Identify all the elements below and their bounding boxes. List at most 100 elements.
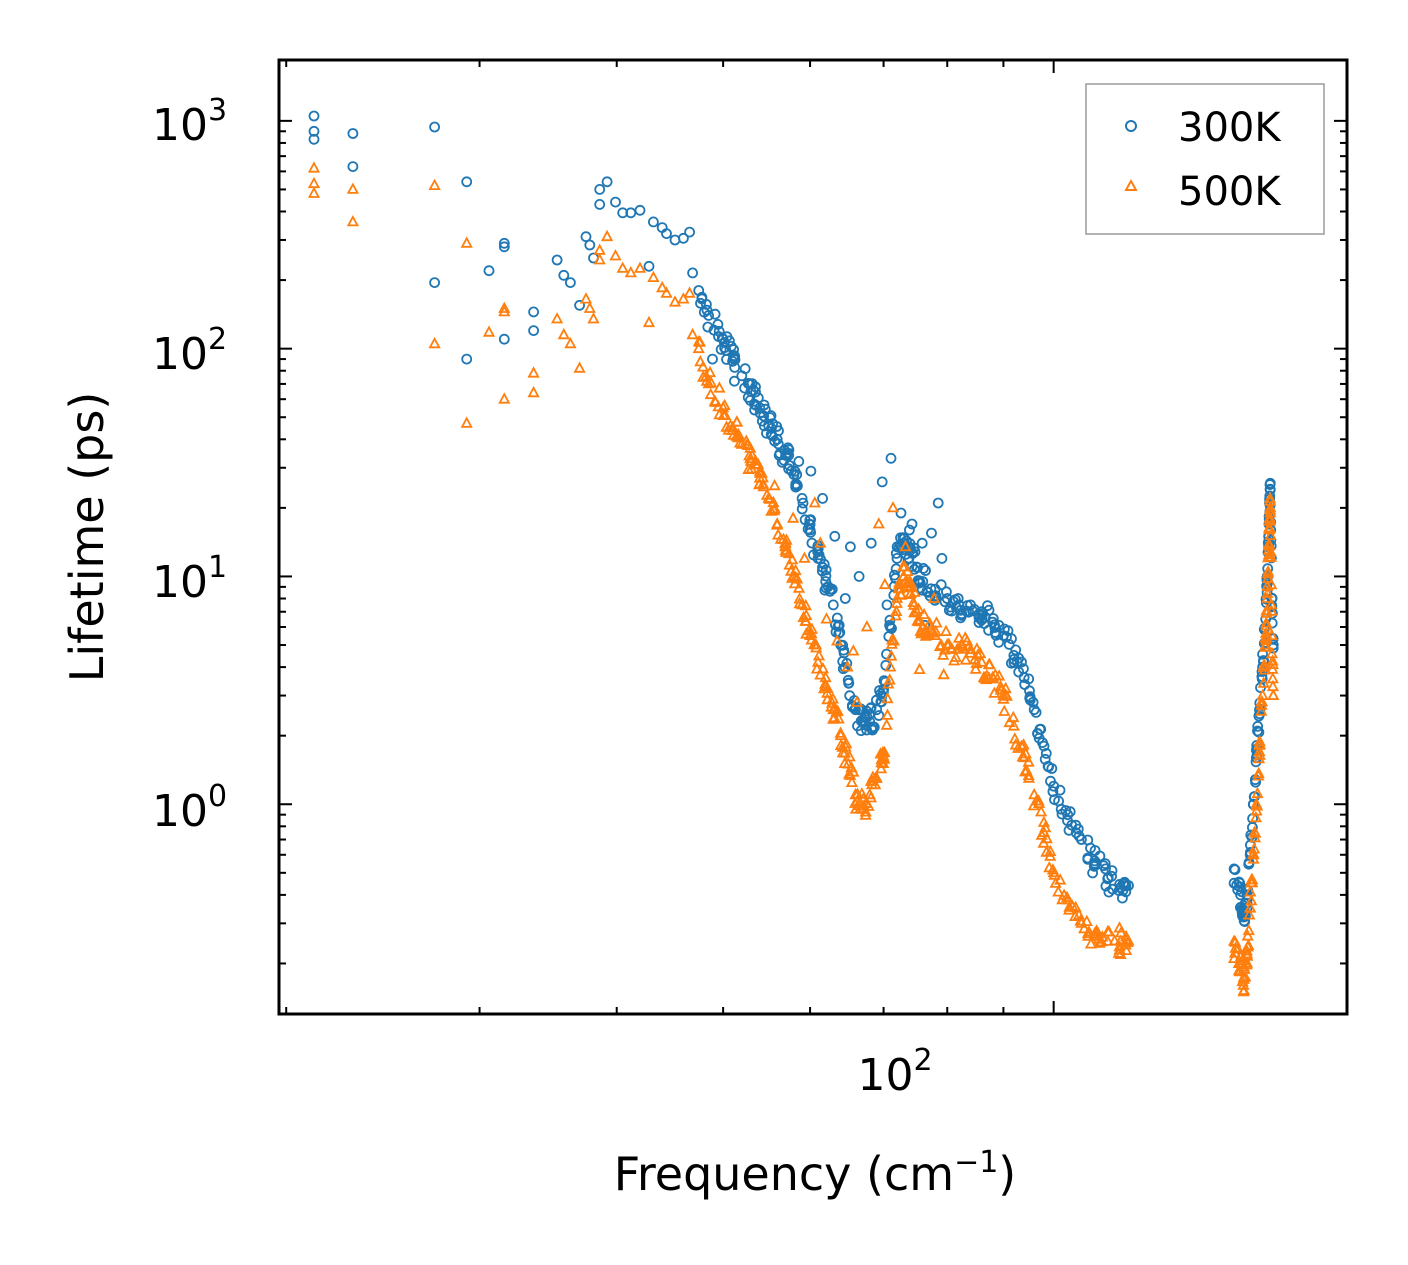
point-500k [847,644,860,656]
point-500k [939,624,953,636]
point-500k [786,553,799,565]
data-points [307,110,1280,997]
point-500k [307,176,321,189]
point-500k [719,408,732,420]
point-500k [878,577,892,590]
point-500k [919,625,932,637]
point-300k [1120,886,1132,898]
point-500k [1246,876,1259,888]
point-500k [878,752,891,764]
point-500k [782,546,796,559]
point-500k [947,654,961,666]
point-500k [883,673,896,685]
point-300k [724,335,735,347]
point-300k [750,381,761,393]
point-500k [937,648,950,660]
point-300k [1252,725,1263,737]
point-300k [528,325,539,337]
point-500k [460,416,473,428]
point-500k [1253,734,1266,747]
point-500k [935,638,948,650]
point-500k [904,576,917,588]
point-300k [804,519,816,530]
point-300k [1049,794,1060,805]
point-300k [796,492,808,504]
point-500k [1259,640,1272,652]
point-500k [955,639,969,651]
point-300k [885,452,897,464]
point-300k [565,277,576,289]
point-500k [579,292,593,304]
point-300k [921,586,933,597]
point-500k [821,692,834,705]
point-300k [707,353,718,365]
point-500k [907,595,920,607]
point-300k [916,537,928,549]
point-500k [745,448,759,461]
point-500k [1267,688,1280,700]
point-300k [837,663,849,675]
point-300k [758,399,770,411]
point-300k [947,595,959,607]
point-500k [799,598,812,611]
point-500k [593,253,606,265]
point-500k [1108,934,1121,946]
point-500k [498,392,511,404]
point-500k [780,533,793,545]
point-500k [999,681,1012,694]
point-500k [805,622,819,634]
point-500k [843,750,856,762]
point-300k [728,344,739,355]
point-300k [822,581,834,592]
point-500k [798,551,811,563]
point-500k [703,365,717,378]
point-500k [696,360,710,372]
point-500k [600,229,614,242]
point-500k [872,517,885,529]
point-500k [1032,796,1046,808]
point-500k [1052,885,1065,897]
point-500k [971,648,985,660]
legend-marker-300k [1125,120,1137,132]
point-500k [913,613,926,625]
point-500k [1080,914,1093,926]
point-300k [687,267,698,279]
point-300k [1027,696,1039,708]
point-500k [1022,771,1036,783]
point-500k [884,660,897,672]
point-500k [937,667,950,680]
point-500k [1069,900,1082,913]
legend: 300K 500K [1085,83,1325,235]
point-300k [594,183,606,195]
point-300k [767,418,778,430]
point-300k [601,176,613,188]
point-500k [1020,763,1033,776]
point-300k [1045,775,1056,787]
point-300k [461,176,473,188]
point-300k [1070,819,1082,831]
point-500k [668,295,682,307]
point-500k [527,366,540,378]
point-300k [790,481,802,493]
point-500k [959,653,972,665]
point-500k [1063,900,1076,912]
point-500k [1265,604,1278,616]
point-500k [814,668,827,680]
point-300k [793,455,805,467]
point-500k [998,704,1011,716]
point-300k [993,636,1005,648]
point-500k [1022,755,1035,767]
point-500k [692,335,706,347]
point-500k [686,327,699,340]
point-300k [752,392,764,404]
point-300k [347,161,359,173]
point-300k [904,524,915,536]
point-500k [974,646,987,659]
point-300k [1046,763,1058,774]
point-300k [429,121,441,133]
point-500k [307,186,321,198]
point-300k [881,599,893,611]
point-300k [891,541,903,553]
point-300k [773,425,784,437]
point-500k [816,662,830,674]
